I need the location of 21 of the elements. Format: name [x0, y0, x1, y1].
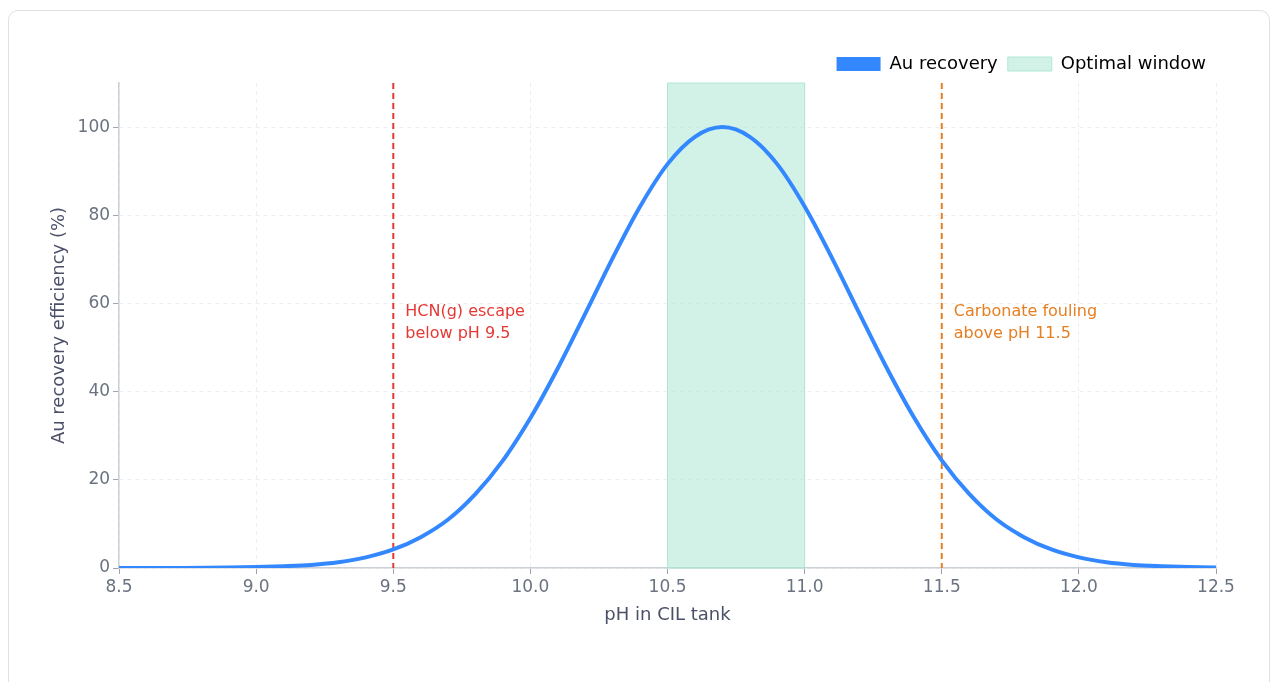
x-tick-label: 12.0 [1059, 575, 1098, 596]
x-tick-label: 10.0 [511, 575, 550, 596]
x-tick-label: 12.5 [1197, 575, 1235, 596]
x-tick-label: 11.5 [922, 575, 961, 596]
legend-label: Optimal window [1060, 51, 1206, 73]
ref-line-label: Carbonate fouling above pH 11.5 [953, 300, 1098, 342]
x-axis-title: pH in CIL tank [604, 602, 732, 624]
ref-line-label: HCN(g) escape below pH 9.5 [405, 300, 525, 342]
y-tick-label: 0 [99, 556, 111, 577]
y-tick-label: 40 [88, 380, 111, 401]
x-tick-label: 9.5 [379, 575, 407, 596]
y-tick-label: 80 [88, 203, 111, 224]
x-tick-label: 9.0 [242, 575, 270, 596]
x-tick-label: 8.5 [105, 575, 133, 596]
y-axis-title: Au recovery efficiency (%) [47, 206, 69, 445]
y-tick-label: 60 [88, 291, 111, 312]
legend-label: Au recovery [889, 51, 999, 73]
y-tick-label: 100 [77, 115, 111, 136]
x-tick-label: 10.5 [648, 575, 687, 596]
y-tick-label: 20 [88, 468, 111, 489]
x-tick-label: 11.0 [785, 575, 824, 596]
